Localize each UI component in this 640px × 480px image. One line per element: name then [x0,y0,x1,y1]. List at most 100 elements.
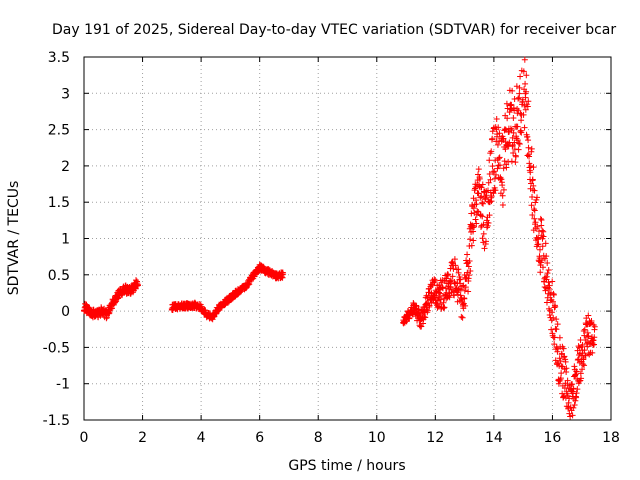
data-point [451,292,458,299]
data-point [434,297,441,304]
data-point [515,95,522,102]
data-point [543,273,550,280]
data-point [491,175,498,182]
data-point [500,186,507,193]
data-point [108,305,115,312]
data-point [486,157,493,164]
data-point [503,100,510,107]
data-point [525,137,532,144]
data-point [472,216,479,223]
data-point [422,314,429,321]
data-point [455,269,462,276]
data-point [542,240,549,247]
data-point [557,375,564,382]
data-point [485,219,492,226]
data-point [488,198,495,205]
data-point [495,155,502,162]
data-point [457,286,464,293]
data-point [478,193,485,200]
data-point [532,225,539,232]
data-point [535,234,542,241]
y-tick-label: 2 [61,159,70,175]
data-point [531,215,538,222]
data-point [531,206,538,213]
data-point [467,267,474,274]
data-point [545,279,552,286]
data-point [476,175,483,182]
data-point [573,390,580,397]
data-point [529,176,536,183]
data-point [572,371,579,378]
x-tick-label: 4 [197,430,206,446]
data-point [437,296,444,303]
data-point [578,375,585,382]
data-point [446,294,453,301]
data-point [516,141,523,148]
data-point [526,153,533,160]
data-point [471,223,478,230]
data-point [539,243,546,250]
data-point [504,115,511,122]
data-point [566,410,573,417]
data-point [560,345,567,352]
data-point [481,245,488,252]
data-point [488,148,495,155]
data-point [432,277,439,284]
data-point [525,98,532,105]
data-point [496,154,503,161]
data-point [508,158,515,165]
data-point [508,101,515,108]
data-point [490,190,497,197]
data-point [467,236,474,243]
y-axis-label: SDTVAR / TECUs [6,181,22,296]
data-point [459,283,466,290]
data-point [522,94,529,101]
data-point [493,116,500,123]
data-point [499,192,506,199]
data-point [464,251,471,258]
data-point [588,318,595,325]
data-point [441,304,448,311]
data-point [535,241,542,248]
data-point [524,152,531,159]
data-point [520,111,527,118]
data-point [584,329,591,336]
data-point [462,274,469,281]
data-point [486,170,493,177]
data-point [479,181,486,188]
data-point [446,278,453,285]
data-point [454,291,461,298]
data-point [487,176,494,183]
data-point [551,334,558,341]
data-point [479,235,486,242]
data-point [540,233,547,240]
data-point [581,326,588,333]
data-point [509,142,516,149]
data-point [518,117,525,124]
data-point [556,378,563,385]
data-point [436,301,443,308]
data-point [83,301,90,308]
y-tick-label: 1 [61,232,70,248]
data-point [494,165,501,172]
data-point [468,210,475,217]
data-point [106,310,113,317]
data-point [466,258,473,265]
data-point [501,126,508,133]
data-point [576,378,583,385]
data-point [477,212,484,219]
data-point [409,311,416,318]
data-point [534,194,541,201]
x-tick-label: 2 [138,430,147,446]
x-tick-label: 8 [314,430,323,446]
data-point [492,187,499,194]
data-point [461,287,468,294]
data-point [489,163,496,170]
data-point [557,358,564,365]
data-point [515,146,522,153]
data-point [570,385,577,392]
x-tick-label: 18 [602,430,620,446]
data-point [489,169,496,176]
data-point [538,257,545,264]
data-point [537,246,544,253]
